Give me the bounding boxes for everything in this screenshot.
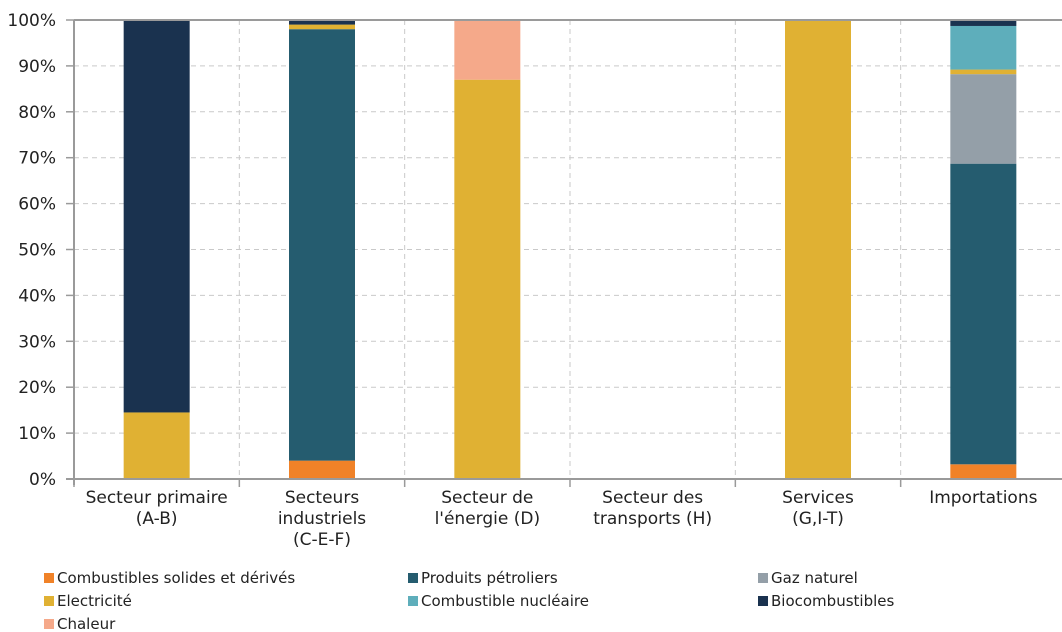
y-tick-label: 90%: [18, 57, 56, 77]
legend-label: Produits pétroliers: [421, 569, 558, 587]
x-tick-label: Secteur de l'énergie (D): [435, 488, 541, 529]
x-tick-label: Secteur primaire (A-B): [86, 488, 228, 529]
grid: [74, 19, 1062, 479]
y-tick-label: 40%: [18, 286, 56, 306]
legend-swatch: [44, 573, 54, 583]
y-tick-label: 70%: [18, 149, 56, 169]
x-tick-label: Secteurs industriels (C-E-F): [278, 488, 366, 550]
legend-label: Combustible nucléaire: [421, 592, 589, 610]
x-tick-label-line: Secteurs: [285, 488, 359, 508]
x-tick-label: Importations: [929, 488, 1037, 508]
x-tick-label-line: Importations: [929, 488, 1037, 508]
legend-swatch: [44, 619, 54, 629]
bar-segment: [950, 69, 1017, 75]
bar-segment: [123, 20, 190, 413]
bar-segment: [289, 460, 355, 479]
legend-label: Electricité: [57, 592, 132, 610]
x-tick-label-line: transports (H): [593, 509, 712, 529]
y-tick-label: 10%: [18, 424, 56, 444]
y-tick-label: 30%: [18, 332, 56, 352]
x-tick-label-line: (A-B): [136, 509, 178, 529]
bars: [123, 20, 1017, 480]
legend-label: Gaz naturel: [771, 569, 858, 587]
y-tick-label: 0%: [29, 470, 56, 490]
x-tick-label-line: Secteur des: [602, 488, 703, 508]
legend-label: Chaleur: [57, 615, 116, 632]
y-tick-label: 60%: [18, 195, 56, 215]
legend: Combustibles solides et dérivés Produits …: [44, 569, 894, 632]
legend-swatch: [44, 596, 54, 606]
x-tick-label-line: Secteur primaire: [86, 488, 228, 508]
bar-segment: [289, 29, 355, 461]
x-tick-label: Secteur des transports (H): [593, 488, 712, 529]
axes: [66, 19, 1062, 487]
x-tick-label: Services (G,I-T): [782, 488, 854, 529]
bar-segment: [950, 163, 1017, 465]
legend-label: Biocombustibles: [771, 592, 894, 610]
bar-segment: [950, 464, 1017, 479]
category-labels: Secteur primaire (A-B) Secteurs industriels…: [86, 488, 1038, 550]
bar-segment: [950, 20, 1017, 26]
bar-segment: [289, 24, 355, 30]
bar-segment: [785, 20, 851, 479]
y-tick-labels: 0% 10% 20% 30% 40% 50% 60% 70% 80% 90% 100%: [7, 11, 56, 490]
y-tick-label: 80%: [18, 103, 56, 123]
y-tick-label: 50%: [18, 241, 56, 261]
x-tick-label-line: Services: [782, 488, 854, 508]
x-tick-label-line: industriels: [278, 509, 366, 529]
legend-swatch: [758, 573, 768, 583]
x-tick-label-line: Secteur de: [441, 488, 533, 508]
legend-swatch: [758, 596, 768, 606]
x-tick-label-line: (C-E-F): [293, 530, 351, 550]
legend-label: Combustibles solides et dérivés: [57, 569, 295, 587]
y-tick-label: 100%: [7, 11, 56, 31]
bar-segment: [454, 20, 521, 80]
legend-swatch: [408, 596, 418, 606]
y-tick-label: 20%: [18, 378, 56, 398]
bar-segment: [123, 412, 190, 479]
bar-segment: [950, 25, 1017, 70]
legend-swatch: [408, 573, 418, 583]
x-tick-label-line: (G,I-T): [792, 509, 844, 529]
bar-segment: [950, 74, 1017, 164]
bar-segment: [454, 79, 521, 480]
x-tick-label-line: l'énergie (D): [435, 509, 541, 529]
bar-segment: [289, 20, 355, 25]
